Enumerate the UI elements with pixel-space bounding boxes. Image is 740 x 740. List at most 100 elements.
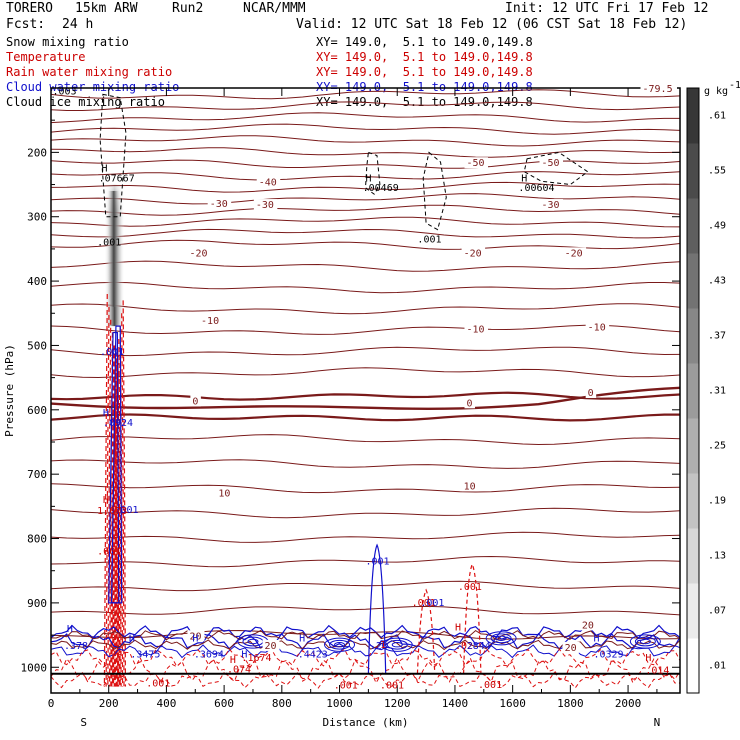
temperature-label-bg bbox=[256, 176, 281, 188]
hydrometeor-label: .001 bbox=[458, 582, 482, 593]
hydrometeor-label: .2844 bbox=[461, 641, 491, 652]
hydrometeor-label: .001 bbox=[420, 598, 444, 609]
south-label: S bbox=[80, 716, 87, 729]
hydrometeor-label: .001 bbox=[146, 679, 170, 690]
x-tick-label: 400 bbox=[156, 697, 176, 710]
temperature-label: -50 bbox=[466, 158, 484, 169]
convective-plume-contour bbox=[416, 588, 436, 674]
hydrometeor-label: H bbox=[67, 624, 73, 635]
y-tick-label: 400 bbox=[27, 275, 47, 288]
rain-water-contour bbox=[105, 306, 125, 687]
plot-frame bbox=[50, 87, 681, 694]
hydrometeor-label: H bbox=[366, 173, 372, 184]
header-resolution: 15km ARW bbox=[75, 1, 138, 16]
header-init: Init: 12 UTC Fri 17 Feb 12 bbox=[505, 1, 709, 16]
temperature-label: -20 bbox=[464, 248, 482, 259]
temperature-label-bg bbox=[562, 641, 580, 653]
low-level-contour bbox=[51, 647, 680, 669]
cloud-ice-contour bbox=[364, 151, 381, 195]
hydrometeor-label: .001 bbox=[114, 505, 138, 516]
temperature-contour bbox=[51, 193, 680, 205]
temperature-contour bbox=[51, 324, 680, 335]
cloud-water-oval bbox=[329, 639, 351, 650]
temperature-contour bbox=[51, 483, 680, 494]
cloud-water-oval bbox=[639, 638, 651, 645]
temperature-label-bg bbox=[539, 199, 564, 211]
hydrometeor-label: .001 bbox=[412, 598, 436, 609]
colorbar-segment bbox=[687, 528, 699, 584]
temperature-label: 20 bbox=[265, 641, 277, 652]
convective-plume-contour bbox=[463, 562, 482, 674]
colorbar-segment bbox=[687, 88, 699, 144]
temperature-contour bbox=[51, 367, 680, 379]
hydrometeor-label: .02 bbox=[455, 641, 473, 652]
low-level-contour bbox=[51, 671, 680, 689]
y-tick-label: 900 bbox=[27, 597, 47, 610]
hydrometeor-label: .014 bbox=[645, 666, 669, 677]
legend-entry-name: Cloud ice mixing ratio bbox=[6, 95, 165, 109]
colorbar-tick-label: .61 bbox=[708, 111, 726, 122]
hydrometeor-label: .001 bbox=[366, 556, 390, 567]
hydrometeor-label: .00469 bbox=[363, 183, 399, 194]
temperature-label: 0 bbox=[588, 388, 594, 399]
temperature-label-bg bbox=[461, 247, 486, 259]
colorbar-tick-label: .01 bbox=[708, 661, 726, 672]
temperature-label: -50 bbox=[542, 158, 560, 169]
hydrometeor-label: .074 bbox=[227, 664, 251, 675]
hydrometeor-label: .001 bbox=[478, 680, 502, 691]
cloud-water-oval bbox=[381, 637, 413, 652]
y-tick-label: 500 bbox=[27, 339, 47, 352]
cloud-water-oval bbox=[495, 635, 507, 641]
temperature-contour bbox=[51, 135, 680, 147]
y-tick-label: 700 bbox=[27, 468, 47, 481]
temperature-label: -40 bbox=[259, 178, 277, 189]
temperature-contour bbox=[51, 239, 680, 250]
colorbar-tick-label: .43 bbox=[708, 276, 726, 287]
hydrometeor-label: .378 bbox=[64, 641, 88, 652]
cloud-ice-contour bbox=[99, 93, 127, 218]
hydrometeor-label: .001 bbox=[334, 680, 358, 691]
hydrometeor-label: .001 bbox=[417, 234, 441, 245]
temperature-label-bg bbox=[262, 639, 280, 651]
x-tick-label: 1200 bbox=[384, 697, 411, 710]
hydrometeor-label: H bbox=[103, 495, 109, 506]
temperature-contour bbox=[51, 181, 680, 193]
colorbar-tick-label: .55 bbox=[708, 166, 726, 177]
temperature-contour bbox=[51, 555, 680, 568]
temperature-label-bg bbox=[579, 619, 597, 631]
hydrometeor-label: H bbox=[521, 173, 527, 184]
x-tick-label: 1800 bbox=[557, 697, 584, 710]
colorbar-segment bbox=[687, 473, 699, 529]
temperature-contour bbox=[51, 281, 680, 294]
colorbar-segment bbox=[687, 308, 699, 364]
hydrometeor-label: .23 bbox=[370, 641, 388, 652]
hydrometeor-label: H bbox=[299, 634, 305, 645]
temperature-label: -20 bbox=[565, 248, 583, 259]
temperature-label: -30 bbox=[256, 200, 274, 211]
x-tick-label: 0 bbox=[48, 697, 55, 710]
colorbar-tick-label: .49 bbox=[708, 221, 726, 232]
temperature-label: -79.5 bbox=[642, 84, 672, 95]
hydrometeor-label: .001 bbox=[380, 680, 404, 691]
temperature-contour bbox=[51, 228, 680, 239]
header-valid: Valid: 12 UTC Sat 18 Feb 12 (06 CST Sat … bbox=[296, 17, 688, 32]
hydrometeor-label: .001 bbox=[97, 547, 121, 558]
legend-entry-name: Cloud water mixing ratio bbox=[6, 80, 180, 94]
temperature-label: -10 bbox=[201, 316, 219, 327]
header-run: Run2 bbox=[172, 1, 204, 16]
temperature-contour bbox=[51, 507, 680, 519]
hydrometeor-label: H bbox=[241, 650, 247, 661]
temperature-label-bg bbox=[464, 323, 488, 335]
x-tick-label: 1600 bbox=[499, 697, 526, 710]
temperature-label: 0 bbox=[466, 398, 472, 409]
temperature-label-bg bbox=[539, 157, 564, 169]
colorbar-frame bbox=[686, 87, 700, 694]
temperature-label-bg bbox=[216, 487, 234, 499]
low-level-contour bbox=[51, 624, 680, 639]
rain-water-contour bbox=[108, 332, 122, 687]
colorbar-segment bbox=[687, 418, 699, 474]
x-tick-label: 1000 bbox=[326, 697, 353, 710]
hydrometeor-label: .4423 bbox=[298, 650, 328, 661]
colorbar-tick-label: .37 bbox=[708, 331, 726, 342]
